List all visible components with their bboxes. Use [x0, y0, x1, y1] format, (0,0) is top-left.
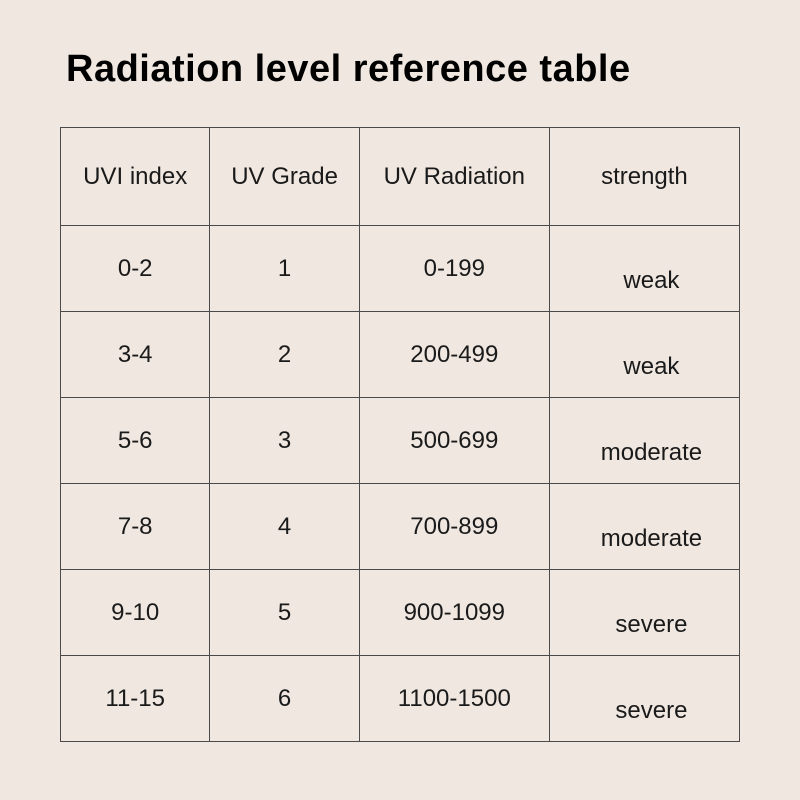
table-header-row: UVI index UV Grade UV Radiation strength	[61, 128, 740, 226]
cell-rad: 0-199	[359, 226, 549, 312]
cell-rad: 500-699	[359, 398, 549, 484]
cell-strength: weak	[549, 312, 739, 398]
cell-strength: moderate	[549, 398, 739, 484]
cell-strength: severe	[549, 570, 739, 656]
cell-rad: 700-899	[359, 484, 549, 570]
col-header-uvi: UVI index	[61, 128, 210, 226]
table-row: 11-15 6 1100-1500 severe	[61, 656, 740, 742]
table-row: 7-8 4 700-899 moderate	[61, 484, 740, 570]
cell-rad: 1100-1500	[359, 656, 549, 742]
cell-grade: 3	[210, 398, 359, 484]
cell-grade: 2	[210, 312, 359, 398]
cell-uvi: 7-8	[61, 484, 210, 570]
cell-uvi: 3-4	[61, 312, 210, 398]
table-row: 9-10 5 900-1099 severe	[61, 570, 740, 656]
cell-grade: 6	[210, 656, 359, 742]
col-header-rad: UV Radiation	[359, 128, 549, 226]
table-row: 3-4 2 200-499 weak	[61, 312, 740, 398]
cell-rad: 200-499	[359, 312, 549, 398]
cell-strength: moderate	[549, 484, 739, 570]
cell-uvi: 0-2	[61, 226, 210, 312]
table-row: 0-2 1 0-199 weak	[61, 226, 740, 312]
cell-rad: 900-1099	[359, 570, 549, 656]
page-title: Radiation level reference table	[66, 48, 740, 91]
uv-reference-table: UVI index UV Grade UV Radiation strength…	[60, 127, 740, 742]
cell-grade: 4	[210, 484, 359, 570]
cell-grade: 5	[210, 570, 359, 656]
cell-uvi: 5-6	[61, 398, 210, 484]
col-header-strength: strength	[549, 128, 739, 226]
cell-strength: severe	[549, 656, 739, 742]
cell-strength: weak	[549, 226, 739, 312]
cell-grade: 1	[210, 226, 359, 312]
cell-uvi: 11-15	[61, 656, 210, 742]
col-header-grade: UV Grade	[210, 128, 359, 226]
cell-uvi: 9-10	[61, 570, 210, 656]
table-row: 5-6 3 500-699 moderate	[61, 398, 740, 484]
